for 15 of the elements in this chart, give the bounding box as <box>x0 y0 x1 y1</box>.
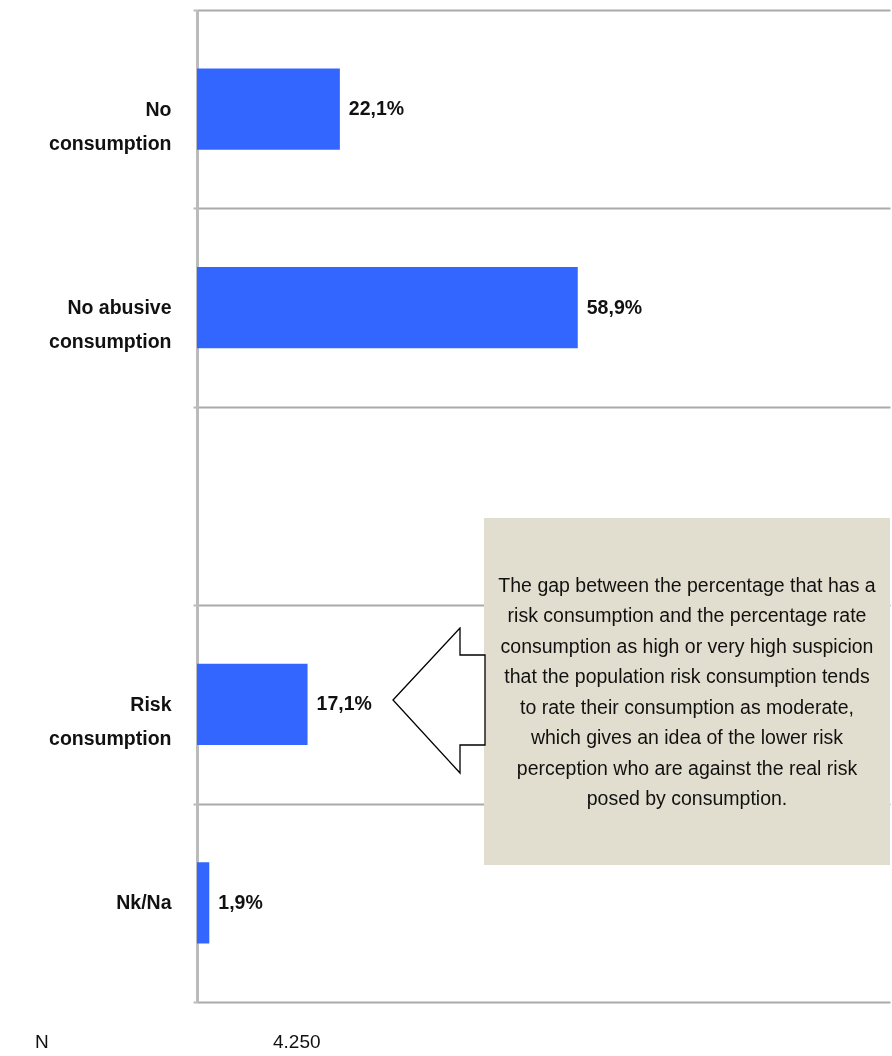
y-tick-label: Nk/Na <box>116 891 172 914</box>
bar <box>197 68 340 150</box>
data-label: 17,1% <box>316 692 372 715</box>
bar <box>197 663 308 746</box>
data-label: 1,9% <box>218 890 263 913</box>
y-tick-label: Risk consumption <box>49 692 172 749</box>
text: N <box>35 1031 49 1053</box>
y-tick-label: No abusive consumption <box>49 296 172 353</box>
data-label: 58,9% <box>586 295 643 318</box>
bar <box>197 266 578 349</box>
text: 4.250 <box>273 1031 321 1053</box>
data-label: 22,1% <box>348 97 405 120</box>
bar <box>197 862 210 944</box>
y-tick-label: No consumption <box>49 97 172 154</box>
annotation: The gap between the percentage that has a risk consumption and the percentage rate consumption as high or very high suspicion that the population risk consumption tends to rate their consumption as moderate, which gives an idea of the lower risk perception who are against the real risk posed by consumption. <box>484 518 890 865</box>
